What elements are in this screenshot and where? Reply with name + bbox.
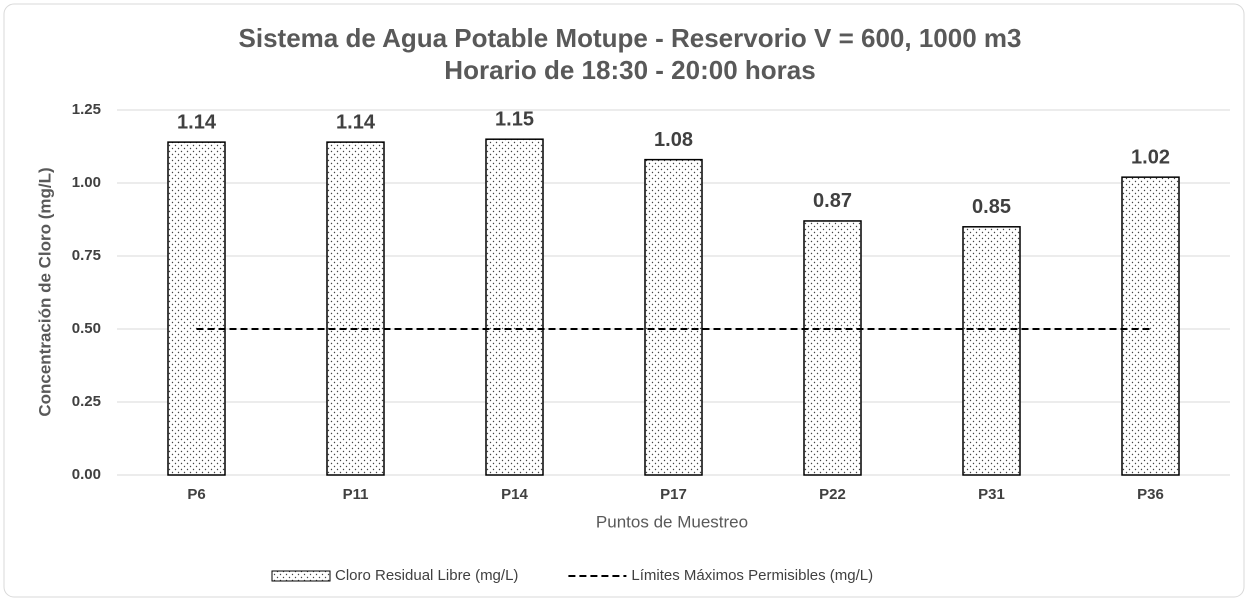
x-tick-label: P22 xyxy=(819,486,846,503)
data-label: 0.87 xyxy=(813,190,852,212)
x-tick-label: P11 xyxy=(343,486,369,503)
x-tick-label: P36 xyxy=(1137,486,1164,503)
bar xyxy=(962,226,1021,476)
x-tick-label: P17 xyxy=(660,486,687,503)
data-label: 1.15 xyxy=(495,108,534,130)
bar xyxy=(485,138,544,476)
bar xyxy=(1121,176,1180,476)
bar xyxy=(167,141,226,476)
y-tick-label: 0.25 xyxy=(72,393,101,410)
x-tick-label: P31 xyxy=(978,486,1005,503)
data-label: 1.14 xyxy=(336,111,376,133)
legend-swatch xyxy=(271,570,331,582)
y-tick-label: 0.50 xyxy=(72,320,101,337)
data-label: 1.14 xyxy=(177,111,217,133)
data-label: 1.02 xyxy=(1131,146,1170,168)
chart-subtitle: Horario de 18:30 - 20:00 horas xyxy=(444,55,815,85)
y-tick-label: 1.25 xyxy=(72,101,101,118)
data-label: 0.85 xyxy=(972,196,1011,218)
x-axis-label: Puntos de Muestreo xyxy=(596,512,748,531)
y-tick-label: 0.00 xyxy=(72,466,101,483)
legend-label: Límites Máximos Permisibles (mg/L) xyxy=(631,567,873,584)
y-axis-label: Concentración de Cloro (mg/L) xyxy=(35,167,54,416)
bar xyxy=(803,220,862,476)
y-tick-label: 0.75 xyxy=(72,247,101,264)
x-tick-label: P6 xyxy=(187,486,205,503)
chart-title: Sistema de Agua Potable Motupe - Reservo… xyxy=(239,23,1022,53)
bar xyxy=(644,158,703,476)
y-tick-label: 1.00 xyxy=(72,174,101,191)
bar xyxy=(326,141,385,476)
data-label: 1.08 xyxy=(654,129,693,151)
x-tick-label: P14 xyxy=(501,486,528,503)
legend-label: Cloro Residual Libre (mg/L) xyxy=(335,567,518,584)
chart-border xyxy=(3,3,1245,598)
